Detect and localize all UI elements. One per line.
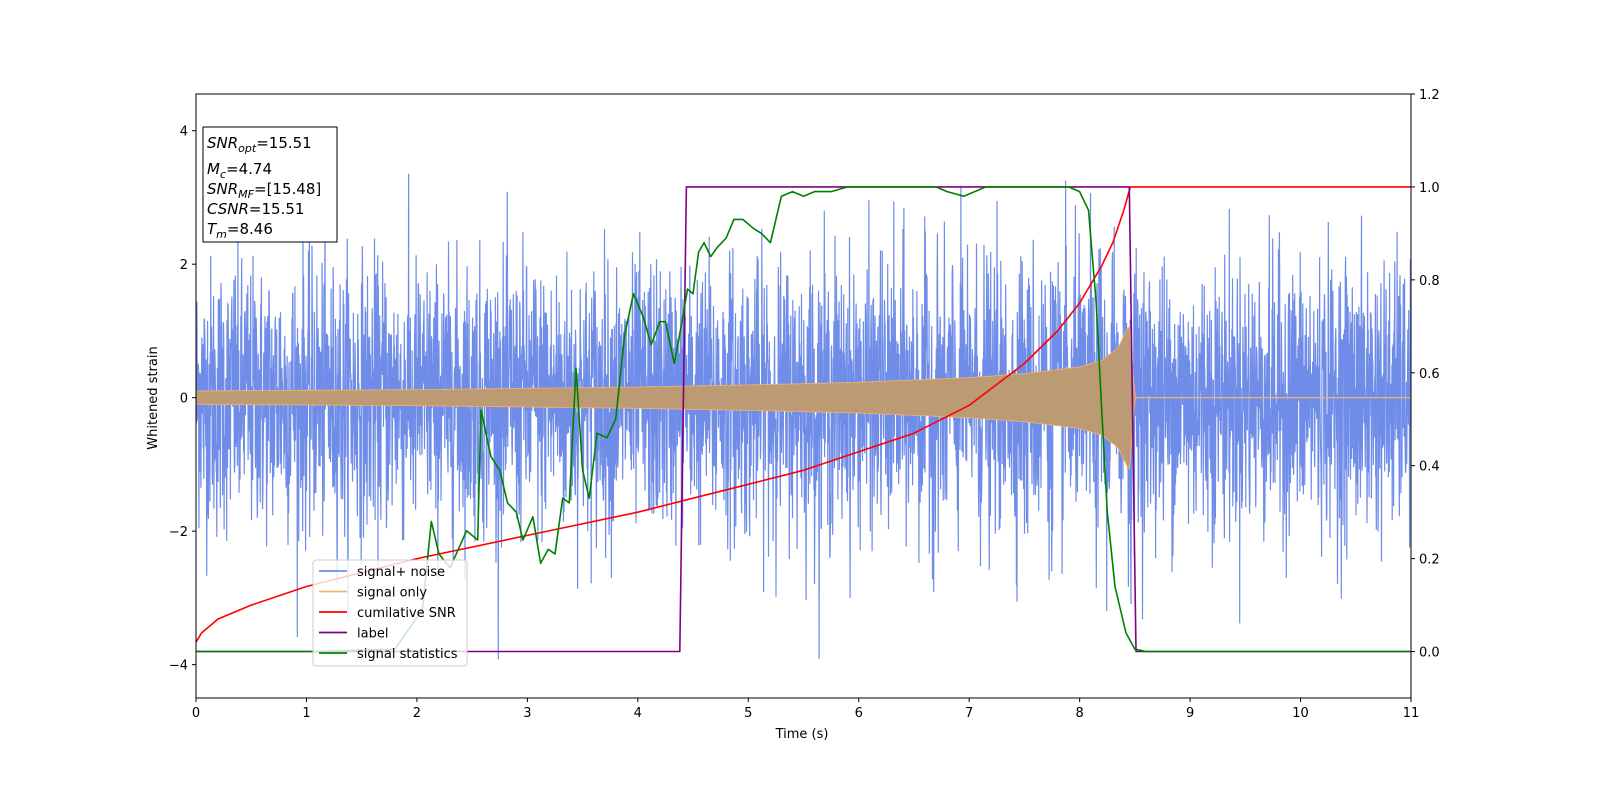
- signal-noise-series: [196, 173, 1411, 660]
- legend: signal+ noise signal only cumilative SNR la…: [312, 559, 468, 667]
- annotation-frame: [202, 126, 338, 243]
- x-tick-label: 11: [1403, 706, 1420, 721]
- x-tick-label: 2: [413, 706, 421, 721]
- y-right-tick-label: 0.2: [1419, 553, 1440, 568]
- cumulative-snr-series: [196, 186, 1411, 643]
- y-left-tick-label: −2: [169, 525, 188, 540]
- stats-annotation-box: SNRopt=15.51 Mc=4.74SNRMF=[15.48]CSNR=15.…: [202, 126, 338, 243]
- x-tick-label: 5: [744, 706, 752, 721]
- y-left-tick-label: 0: [180, 392, 188, 407]
- x-axis-label: Time (s): [775, 727, 829, 742]
- y-right-tick-label: 0.6: [1419, 367, 1440, 382]
- legend-entry: label: [357, 627, 388, 642]
- legend-entry: cumilative SNR: [357, 606, 456, 621]
- y-right-tick-label: 0.8: [1419, 274, 1440, 289]
- y-left-tick-label: 4: [180, 125, 188, 140]
- legend-entry: signal only: [357, 586, 427, 601]
- annotation-line: SNRopt=15.51: [207, 134, 312, 155]
- legend-frame: [312, 559, 468, 667]
- legend-entry: signal+ noise: [357, 565, 445, 580]
- legend-entry: signal statistics: [357, 647, 458, 662]
- x-tick-label: 0: [192, 706, 200, 721]
- x-tick-label: 4: [634, 706, 642, 721]
- x-tick-label: 7: [965, 706, 973, 721]
- x-tick-label: 10: [1292, 706, 1309, 721]
- series-group: [196, 173, 1411, 660]
- y-axis-label: Whitened strain: [146, 346, 161, 449]
- x-tick-label: 6: [855, 706, 863, 721]
- x-tick-label: 9: [1186, 706, 1194, 721]
- signal-statistics-series: [196, 186, 1411, 653]
- x-tick-label: 3: [523, 706, 531, 721]
- plot-frame: [195, 93, 1412, 699]
- y-right-tick-label: 1.2: [1419, 88, 1440, 103]
- x-tick-label: 1: [302, 706, 310, 721]
- y-right-tick-label: 0.0: [1419, 646, 1440, 661]
- annotation-line: CSNR=15.51: [207, 200, 304, 218]
- y-right-tick-label: 1.0: [1419, 181, 1440, 196]
- annotation-line: Mc=4.74: [207, 160, 272, 181]
- y-left-tick-label: −4: [169, 659, 188, 674]
- annotation-line: Tm=8.46: [207, 220, 273, 241]
- axes: 0 1 2 3 4 5 6 7 8 9 10 11 −4 −2 0 2 4 0.0 0.2 0.4 0.6 0.8 1.0 1…: [169, 88, 1440, 721]
- plot-area: [196, 173, 1411, 660]
- y-right-tick-label: 0.4: [1419, 460, 1440, 475]
- x-tick-label: 8: [1075, 706, 1083, 721]
- y-left-tick-label: 2: [180, 258, 188, 273]
- annotation-line: SNRMF=[15.48]: [207, 180, 321, 201]
